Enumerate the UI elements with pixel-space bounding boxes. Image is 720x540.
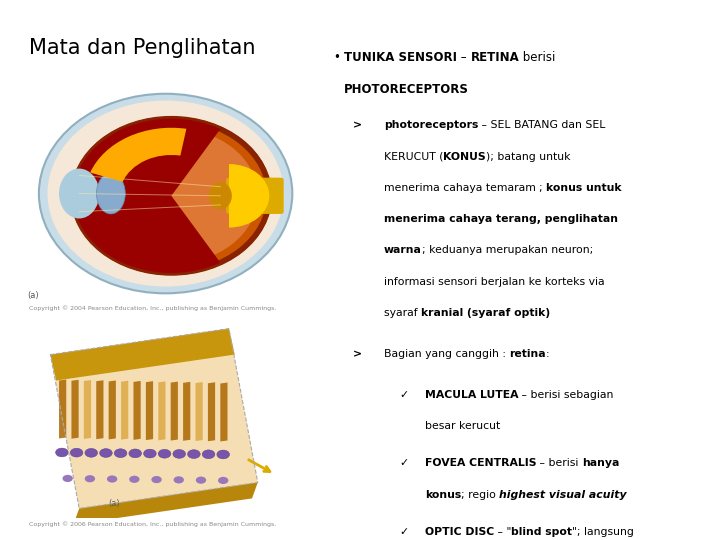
Text: photoreceptors: photoreceptors: [384, 120, 478, 130]
Text: ;: ;: [539, 183, 546, 193]
Polygon shape: [146, 381, 153, 440]
Text: >: >: [353, 120, 362, 130]
Text: KONUS: KONUS: [443, 152, 486, 161]
Text: (a): (a): [108, 500, 120, 509]
Text: ); batang untuk: ); batang untuk: [486, 152, 570, 161]
Circle shape: [218, 477, 228, 484]
Polygon shape: [50, 328, 235, 381]
Circle shape: [107, 475, 117, 483]
Text: Copyright © 2004 Pearson Education, Inc., publishing as Benjamin Cummings.: Copyright © 2004 Pearson Education, Inc.…: [29, 305, 276, 310]
Text: ✓: ✓: [400, 389, 409, 400]
Text: syaraf: syaraf: [384, 308, 421, 318]
Text: "; langsung: "; langsung: [572, 528, 634, 537]
Text: MACULA LUTEA: MACULA LUTEA: [425, 389, 518, 400]
Polygon shape: [208, 382, 215, 441]
Ellipse shape: [71, 117, 272, 275]
Text: ✓: ✓: [400, 458, 409, 469]
Wedge shape: [73, 119, 220, 273]
Polygon shape: [59, 380, 66, 438]
Circle shape: [85, 448, 98, 457]
Text: ; keduanya merupakan neuron;: ; keduanya merupakan neuron;: [422, 246, 593, 255]
Text: – berisi: – berisi: [536, 458, 582, 469]
Text: Copyright © 2006 Pearson Education, Inc., publishing as Benjamin Cummings.: Copyright © 2006 Pearson Education, Inc.…: [29, 521, 276, 526]
Text: besar kerucut: besar kerucut: [425, 421, 500, 431]
Circle shape: [196, 477, 206, 484]
Circle shape: [114, 449, 127, 457]
Circle shape: [85, 475, 95, 482]
Circle shape: [217, 450, 230, 459]
Wedge shape: [90, 128, 186, 182]
Text: hanya: hanya: [582, 458, 619, 469]
Text: :: :: [546, 349, 549, 359]
Ellipse shape: [59, 168, 99, 219]
Text: (a): (a): [27, 291, 39, 300]
Ellipse shape: [209, 182, 232, 210]
Circle shape: [129, 476, 140, 483]
Polygon shape: [133, 381, 140, 440]
Polygon shape: [171, 382, 178, 441]
Polygon shape: [50, 328, 258, 509]
Text: warna: warna: [384, 246, 422, 255]
Text: informasi sensori berjalan ke korteks via: informasi sensori berjalan ke korteks vi…: [384, 277, 604, 287]
Text: menerima cahaya temaram: menerima cahaya temaram: [384, 183, 539, 193]
Circle shape: [63, 475, 73, 482]
Text: >: >: [353, 349, 362, 359]
Polygon shape: [84, 380, 91, 439]
Text: konus untuk: konus untuk: [546, 183, 622, 193]
Text: blind spot: blind spot: [511, 528, 572, 537]
Ellipse shape: [48, 100, 284, 287]
Text: retina: retina: [509, 349, 546, 359]
Text: Bagian yang canggih :: Bagian yang canggih :: [384, 349, 509, 359]
Polygon shape: [96, 380, 104, 439]
Text: – ": – ": [494, 528, 511, 537]
Text: kranial (syaraf optik): kranial (syaraf optik): [421, 308, 550, 318]
Circle shape: [151, 476, 162, 483]
Text: OPTIC DISC: OPTIC DISC: [425, 528, 494, 537]
Circle shape: [202, 450, 215, 458]
Circle shape: [173, 449, 186, 458]
Text: highest visual acuity: highest visual acuity: [500, 490, 627, 500]
Wedge shape: [229, 164, 269, 227]
Polygon shape: [109, 381, 116, 440]
Text: ; regio: ; regio: [461, 490, 500, 500]
Text: PHOTORECEPTORS: PHOTORECEPTORS: [344, 83, 469, 96]
Text: – berisi sebagian: – berisi sebagian: [518, 389, 613, 400]
Text: – SEL BATANG dan SEL: – SEL BATANG dan SEL: [478, 120, 606, 130]
Circle shape: [71, 448, 83, 457]
Polygon shape: [73, 482, 258, 524]
Text: konus: konus: [425, 490, 461, 500]
Text: TUNIKA SENSORI: TUNIKA SENSORI: [344, 51, 457, 64]
Circle shape: [99, 449, 112, 457]
Text: berisi: berisi: [519, 51, 556, 64]
Polygon shape: [196, 382, 203, 441]
Text: RETINA: RETINA: [471, 51, 519, 64]
Polygon shape: [158, 381, 166, 440]
Ellipse shape: [39, 94, 292, 293]
Polygon shape: [183, 382, 190, 441]
Polygon shape: [71, 380, 78, 438]
Text: KERUCUT (: KERUCUT (: [384, 152, 443, 161]
Text: •: •: [333, 51, 341, 64]
Text: ✓: ✓: [400, 528, 409, 537]
Circle shape: [158, 449, 171, 458]
Circle shape: [174, 476, 184, 483]
Text: FOVEA CENTRALIS: FOVEA CENTRALIS: [425, 458, 536, 469]
Text: menerima cahaya terang, penglihatan: menerima cahaya terang, penglihatan: [384, 214, 618, 224]
Ellipse shape: [85, 128, 258, 264]
Circle shape: [143, 449, 156, 458]
Text: –: –: [457, 51, 471, 64]
Circle shape: [187, 450, 200, 458]
Circle shape: [129, 449, 142, 458]
Polygon shape: [121, 381, 128, 440]
Text: Mata dan Penglihatan: Mata dan Penglihatan: [29, 38, 256, 58]
Circle shape: [55, 448, 68, 457]
Ellipse shape: [96, 173, 125, 214]
Polygon shape: [220, 382, 228, 442]
FancyBboxPatch shape: [226, 178, 284, 214]
